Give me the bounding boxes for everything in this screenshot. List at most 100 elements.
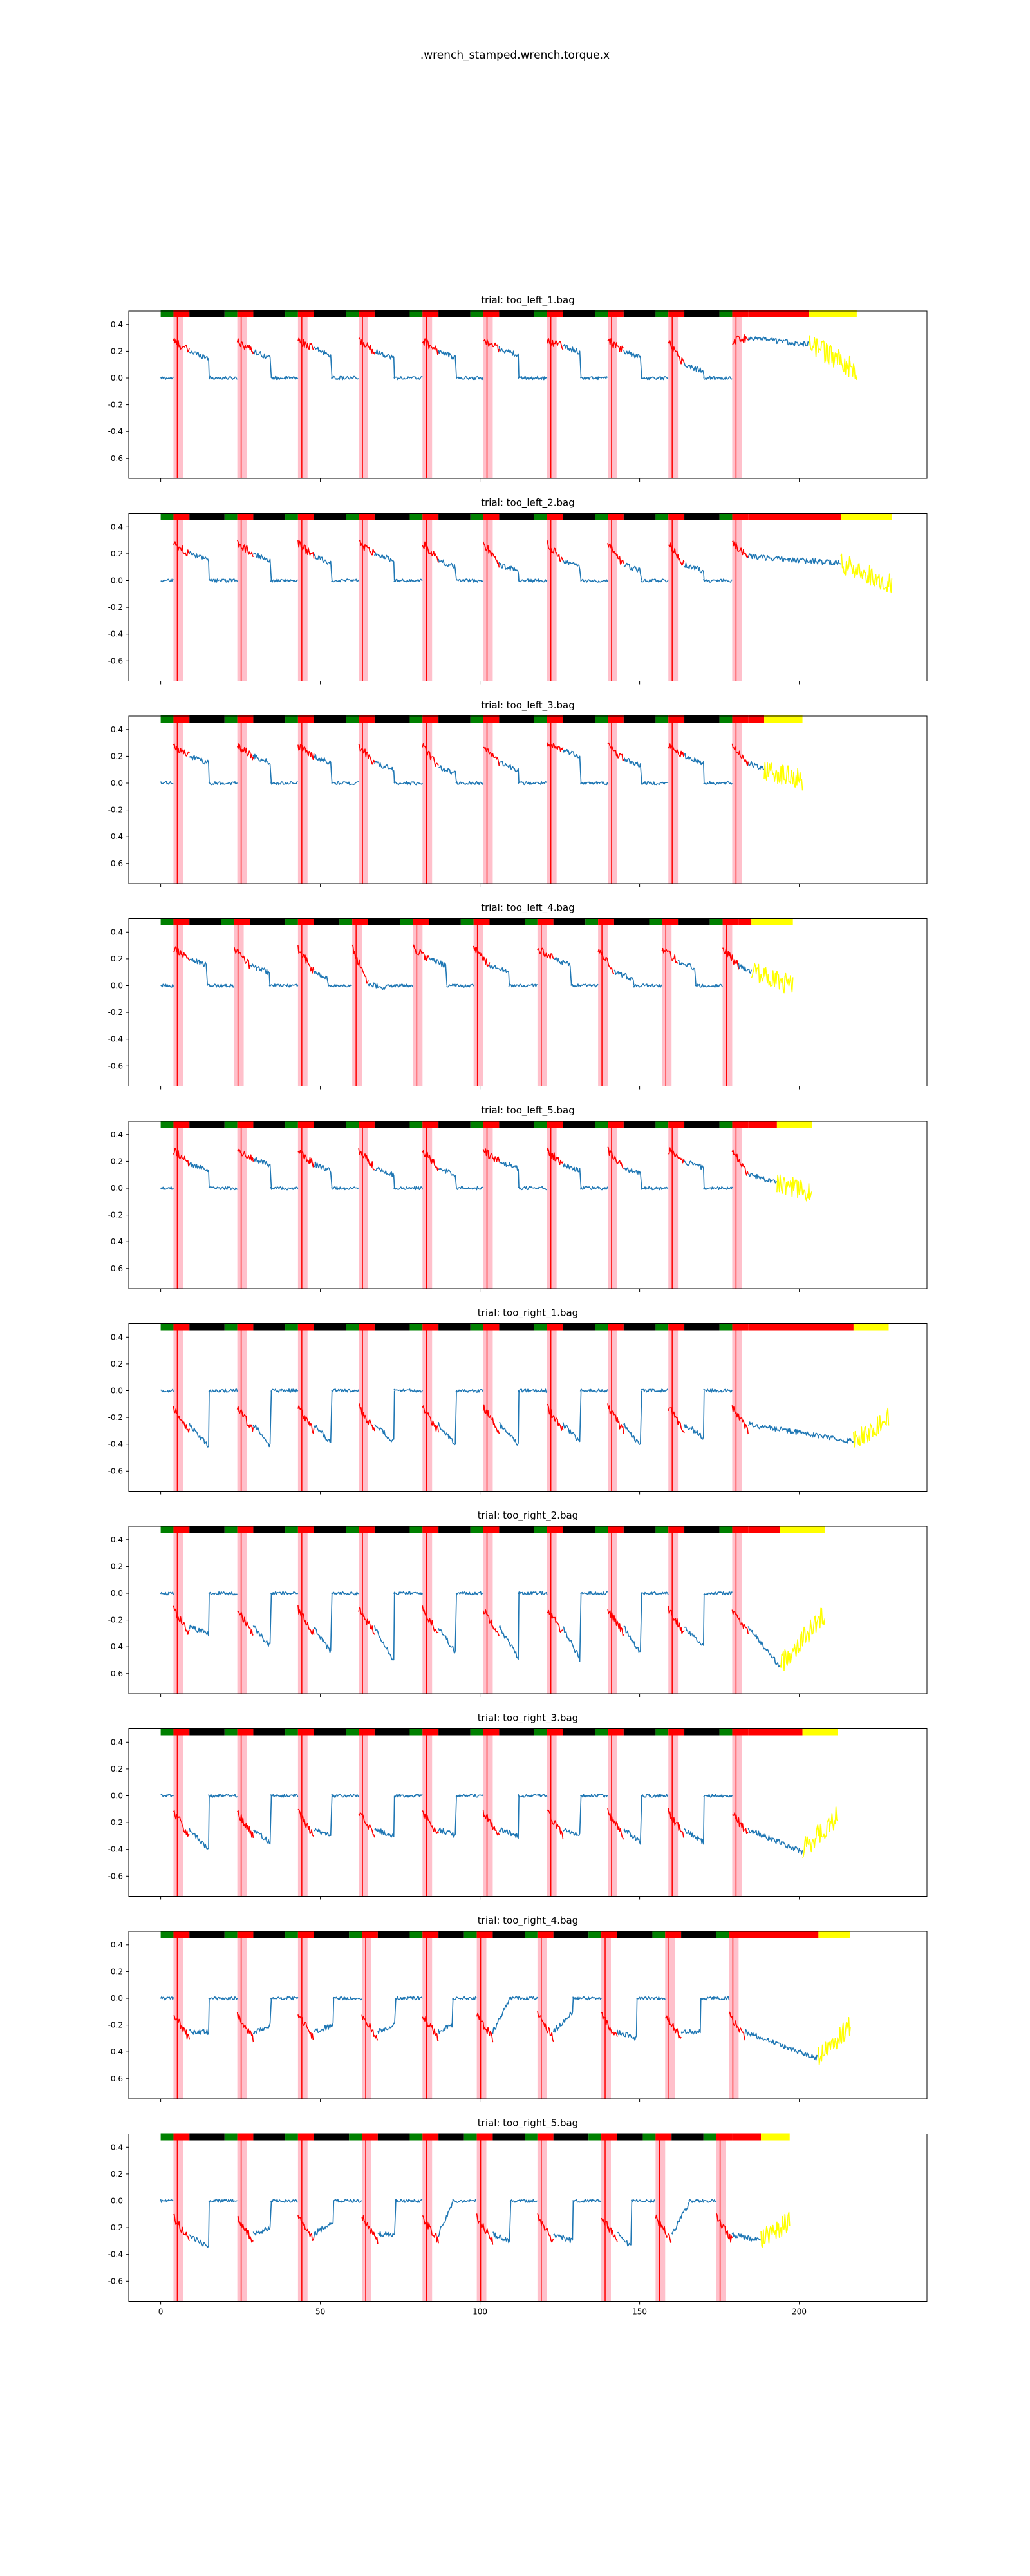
series-line [189,1390,210,1448]
event-band [237,716,247,884]
series-line [508,983,538,988]
series-line [623,562,642,581]
series-line [438,2201,454,2237]
contact-line [537,2011,554,2043]
event-band [732,1121,742,1289]
contact-line [236,1810,254,1839]
subplot-8: trial: too_right_3.bag 0.4 0.2 0.0 -0.2 -0.4 -… [108,1712,928,1900]
phase-bar [422,310,439,317]
event-band [173,918,183,1086]
y-tick-label: 0.0 [111,1387,123,1396]
phase-bar [438,715,471,723]
phase-bar [297,2133,314,2141]
series-line [438,1390,457,1446]
series-line [623,1795,642,1845]
phase-bar [346,1728,359,1736]
series-line [314,346,333,379]
phase-bar [595,1323,608,1331]
phase-bar [761,2133,790,2141]
event-band [668,1526,679,1694]
phase-bar [745,1931,819,1938]
event-band [173,716,183,884]
y-tick-label: 0.4 [111,927,123,936]
series-line [684,562,705,581]
contact-line [358,337,375,355]
event-band [173,1323,183,1492]
event-band [716,2134,726,2302]
series-line [553,2201,574,2244]
y-tick-label: -0.2 [108,1413,123,1422]
y-tick-label: 0.2 [111,549,123,558]
event-band [476,2134,487,2302]
phase-bar [751,918,793,925]
series-line [703,1388,733,1393]
series-line [680,1998,702,2035]
event-band [483,716,493,884]
phase-bar [297,715,314,723]
event-band [297,716,308,884]
series-line [518,1388,548,1393]
phase-bar [534,715,547,723]
contact-line [173,2015,190,2040]
phase-bar [748,310,809,317]
series-line [671,2201,690,2235]
phase-bar [470,513,483,520]
phase-bar [719,715,733,723]
phase-bar [665,1931,682,1938]
series-line [208,1186,238,1191]
phase-bar [684,310,720,317]
contact-line [173,1605,190,1635]
y-tick-label: 0.0 [111,1994,123,2003]
phase-bar [160,715,174,723]
series-line [270,781,298,786]
phase-bar [623,1323,656,1331]
contact-line [731,743,749,766]
series-line [579,1186,608,1191]
y-tick-label: 0.4 [111,1940,123,1949]
phase-bar [662,918,679,925]
phase-bar [655,1526,669,1533]
contact-line [422,743,439,767]
contact-line [297,2215,315,2241]
phase-bar [525,2133,538,2141]
phase-bar [253,1526,286,1533]
series-line [641,375,669,381]
phase-bar [489,918,525,925]
series-line [455,1388,484,1393]
contact-line [731,1609,749,1634]
contact-line [482,1148,500,1163]
phase-bar [623,1121,656,1128]
series-line [703,578,733,583]
y-tick-label: 0.0 [111,1792,123,1801]
series-line [688,2199,716,2203]
series-line [570,983,599,988]
event-band [297,1728,308,1897]
event-band [234,918,244,1086]
phase-bar [173,1728,190,1736]
series-line [552,1998,574,2033]
series-line [455,1794,483,1798]
y-tick-label: 0.2 [111,1765,123,1774]
series-line [509,1996,538,2001]
series-line [579,1388,608,1393]
phase-bar [314,1323,346,1331]
tail-line [853,1407,890,1448]
phase-bar [534,1121,547,1128]
phase-bar [678,918,710,925]
phase-bar [346,715,359,723]
subplot-title: trial: too_right_5.bag [478,2117,578,2130]
series-line [562,748,582,784]
phase-bar [563,715,595,723]
phase-bar [534,513,547,520]
series-line [208,1591,238,1596]
subplot-10: trial: too_right_5.bag 0.4 0.2 0.0 -0.2 -0.4 -… [108,2117,928,2316]
event-band [601,1931,611,2099]
event-band [352,918,362,1086]
series-line [438,558,457,581]
phase-bar [237,1728,254,1736]
event-band [732,1323,742,1492]
phase-bar [608,310,624,317]
y-tick-label: -0.4 [108,427,123,436]
y-tick-label: -0.4 [108,1642,123,1651]
phase-bar [409,2133,423,2141]
